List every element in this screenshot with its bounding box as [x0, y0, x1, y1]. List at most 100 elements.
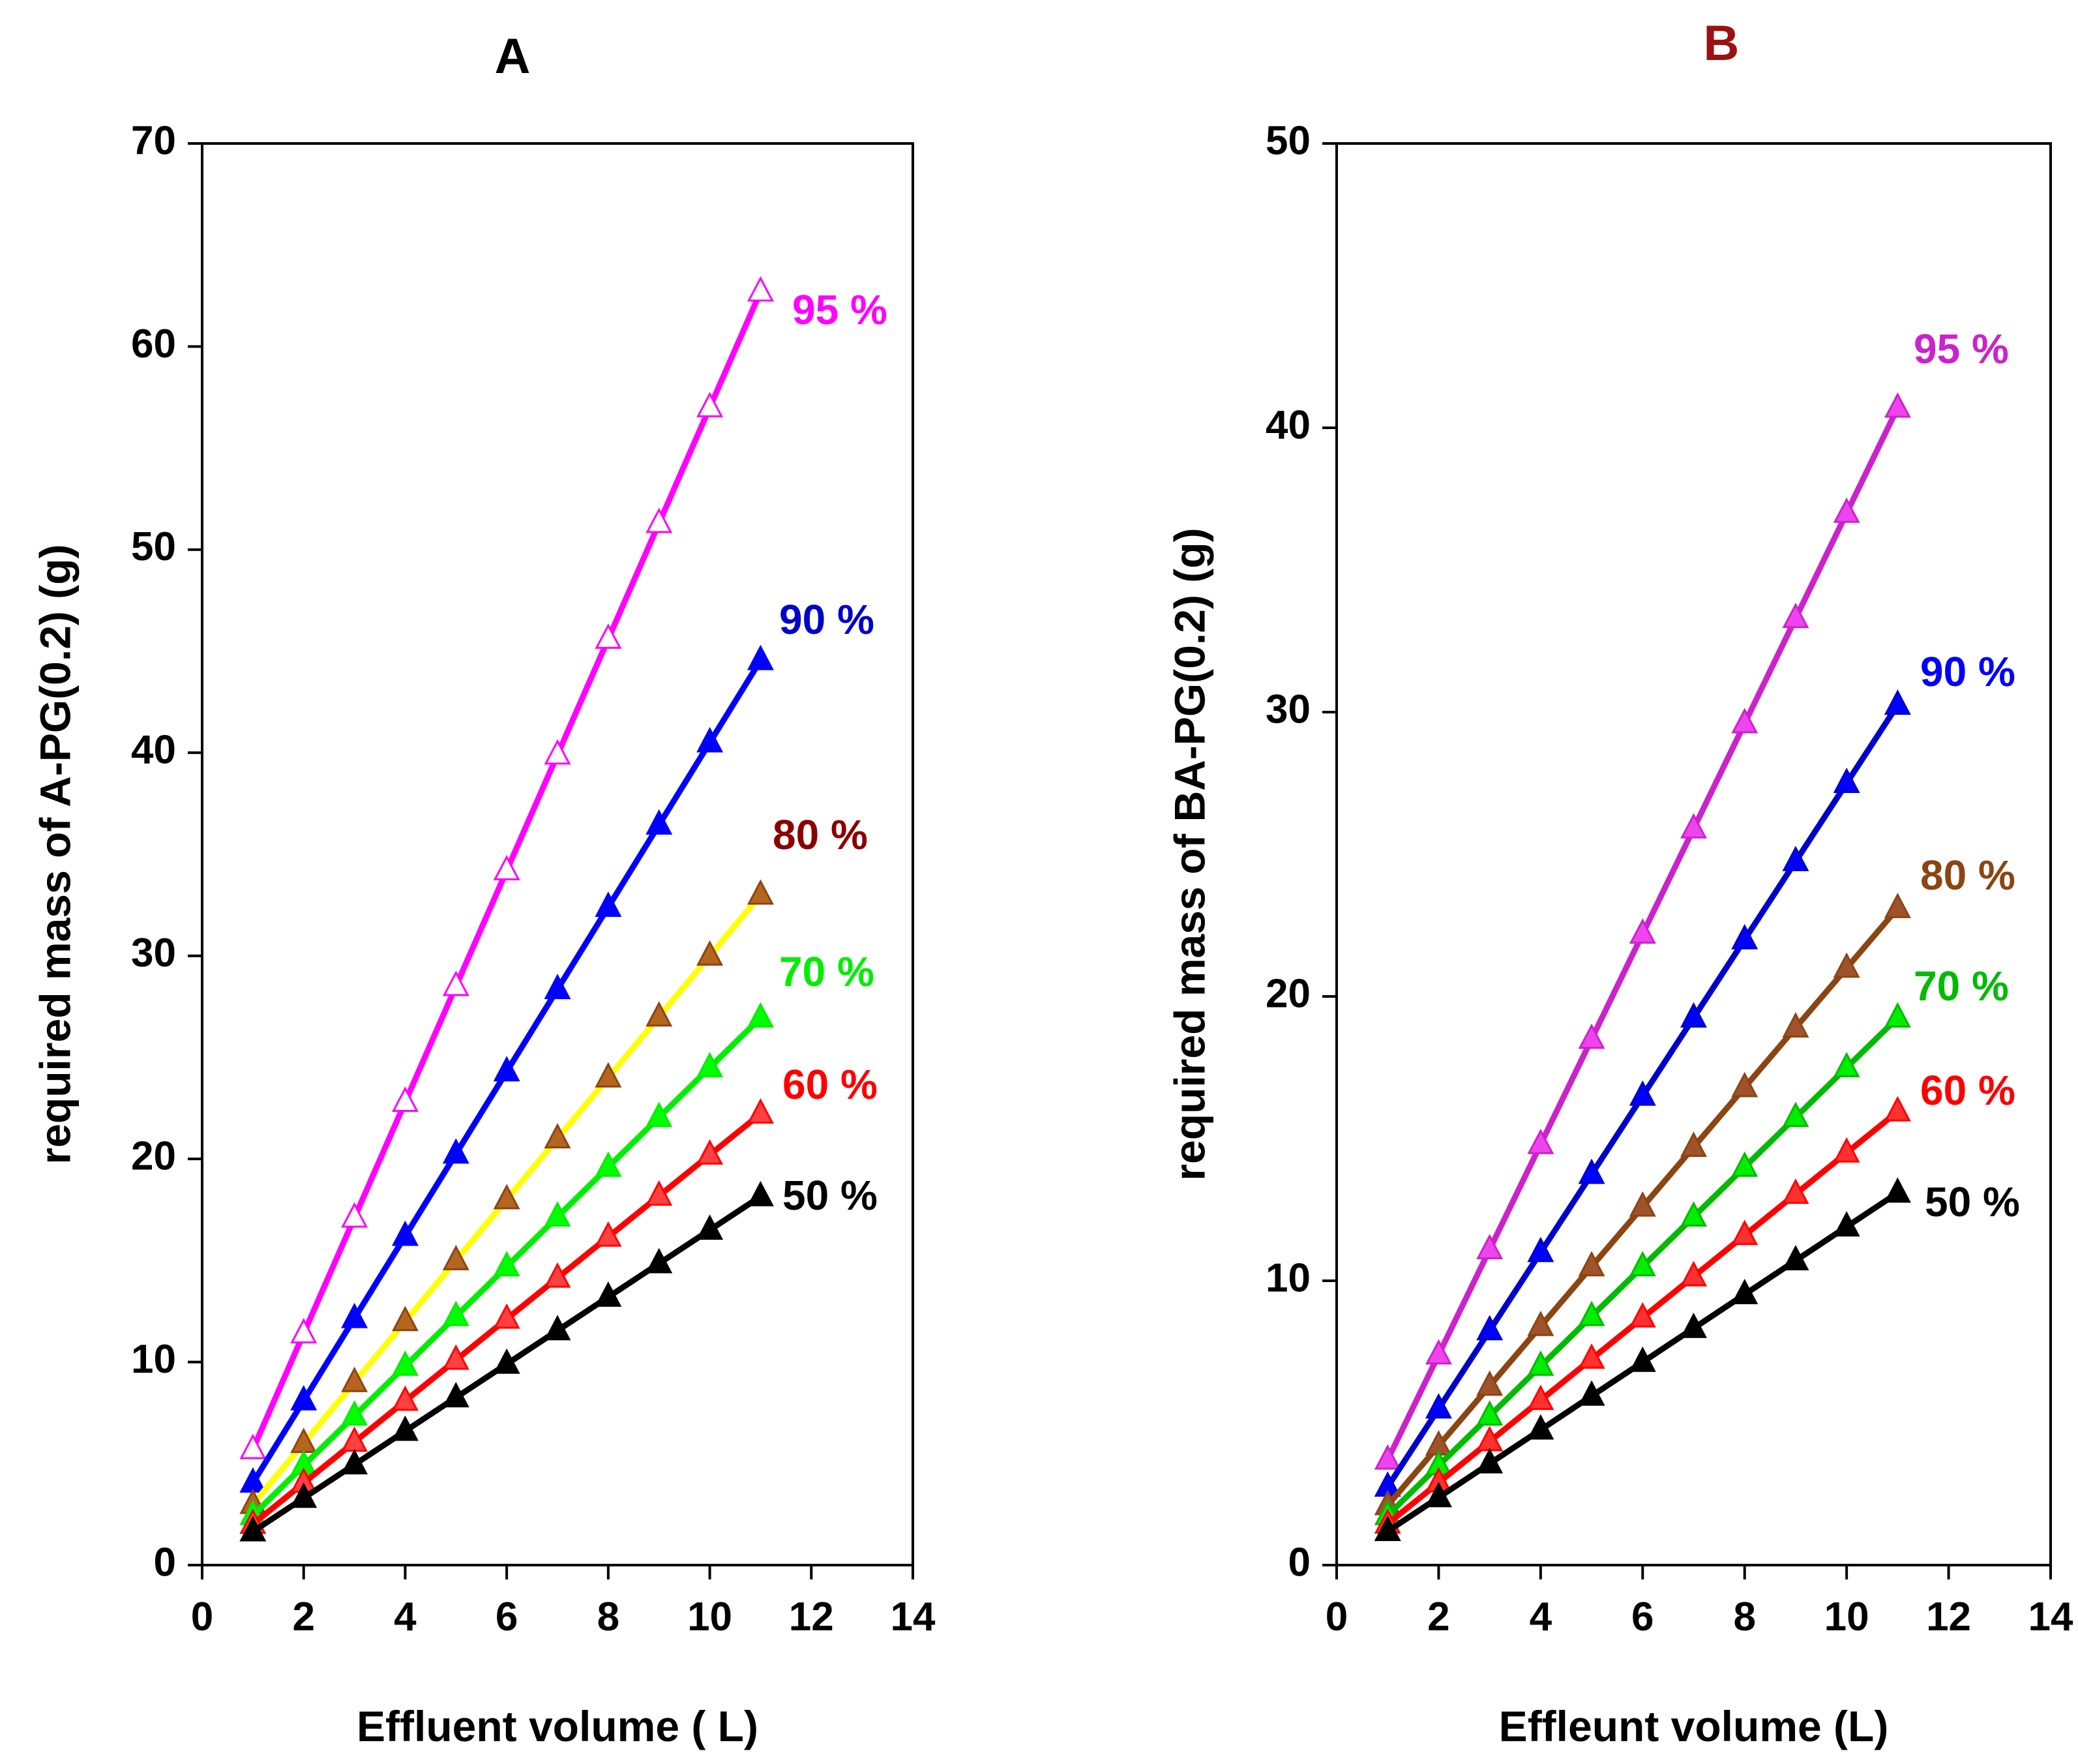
data-point [696, 940, 724, 966]
series-label: 60 % [782, 1061, 878, 1108]
x-tick-label: 4 [394, 1594, 417, 1639]
series-label: 80 % [773, 811, 868, 858]
data-point [1527, 1384, 1554, 1411]
series-3: 80 % [239, 811, 868, 1514]
data-point [1578, 1343, 1605, 1369]
data-point [391, 1415, 419, 1441]
series-5: 60 % [239, 1061, 878, 1534]
x-tick-label: 0 [1326, 1594, 1348, 1639]
data-point [493, 1303, 520, 1329]
data-point [1629, 1302, 1656, 1328]
data-point [696, 726, 724, 753]
y-tick-label: 0 [1288, 1540, 1311, 1585]
data-point [1425, 1339, 1452, 1365]
data-point [1578, 1158, 1605, 1184]
data-point [391, 1306, 419, 1332]
data-point [1578, 1251, 1605, 1277]
data-point [595, 623, 622, 649]
x-tick-label: 0 [191, 1594, 213, 1639]
series-label: 50 % [1925, 1178, 2020, 1225]
data-point [1731, 1071, 1759, 1098]
data-point [696, 1139, 724, 1165]
data-point [595, 1151, 622, 1177]
data-point [391, 1350, 419, 1376]
data-point [1833, 497, 1860, 523]
x-tick-label: 14 [891, 1594, 936, 1639]
data-point [696, 391, 724, 417]
data-point [1884, 1002, 1911, 1028]
y-tick-label: 40 [131, 728, 176, 773]
data-point [747, 879, 774, 905]
y-tick-label: 0 [154, 1540, 176, 1585]
data-point [1680, 1002, 1707, 1028]
x-tick-label: 10 [1824, 1594, 1869, 1639]
data-point [1629, 1191, 1656, 1217]
series-3: 80 % [1374, 852, 2015, 1516]
data-point [544, 1201, 571, 1227]
data-point [1425, 1393, 1452, 1419]
data-point [1782, 1178, 1809, 1204]
series-label: 60 % [1920, 1067, 2015, 1114]
x-tick-label: 6 [1631, 1594, 1654, 1639]
data-point [1884, 1096, 1911, 1122]
series-5: 60 % [1374, 1067, 2015, 1534]
data-point [1833, 1052, 1860, 1077]
data-point [595, 1221, 622, 1247]
data-point [341, 1202, 368, 1228]
data-point [1629, 1080, 1656, 1106]
x-axis-label: Effleunt volume (L) [1499, 1702, 1889, 1750]
data-point [1374, 1516, 1401, 1542]
data-point [1425, 1482, 1452, 1508]
y-tick-label: 40 [1266, 402, 1311, 447]
data-point [1476, 1448, 1504, 1474]
data-point [696, 1214, 724, 1240]
x-tick-label: 2 [292, 1594, 314, 1639]
x-tick-label: 8 [597, 1594, 619, 1639]
data-point [290, 1384, 318, 1411]
data-point [1833, 1211, 1860, 1237]
data-point [1374, 1444, 1401, 1470]
data-point [646, 1001, 673, 1027]
data-point [1476, 1400, 1504, 1426]
data-point [442, 1382, 469, 1408]
data-point [1884, 892, 1911, 918]
chart-title: A [495, 29, 531, 84]
data-point [442, 1244, 469, 1270]
chart-title: B [1704, 16, 1740, 71]
data-point [747, 644, 774, 670]
series-label: 95 % [1914, 325, 2009, 372]
data-point [493, 1251, 520, 1277]
y-tick-label: 60 [131, 321, 176, 366]
data-point [1578, 1300, 1605, 1326]
y-tick-label: 70 [131, 118, 176, 163]
data-point [1629, 1251, 1656, 1277]
x-tick-label: 8 [1733, 1594, 1755, 1639]
plot-frame [1335, 142, 2052, 1566]
data-point [1476, 1315, 1504, 1341]
data-point [1782, 1101, 1809, 1128]
data-point [747, 1098, 774, 1124]
series-6: 50 % [1374, 1177, 2020, 1542]
data-point [544, 974, 571, 1000]
data-point [1731, 1219, 1759, 1246]
data-point [1731, 923, 1759, 949]
y-axis-label: required mass of A-PG(0.2) (g) [31, 544, 79, 1164]
data-point [1782, 603, 1809, 629]
data-point [646, 1180, 673, 1206]
data-point [646, 1248, 673, 1274]
data-point [290, 1318, 318, 1343]
series-label: 70 % [779, 948, 874, 995]
data-point [1527, 1414, 1554, 1440]
data-point [1527, 1310, 1554, 1336]
data-point [1884, 1177, 1911, 1203]
x-tick-label: 12 [1926, 1594, 1971, 1639]
data-point [391, 1220, 419, 1246]
data-point [1782, 1245, 1809, 1271]
data-point [1629, 1346, 1656, 1372]
series-label: 50 % [782, 1172, 878, 1219]
data-point [1833, 768, 1860, 793]
data-point [290, 1482, 318, 1508]
series-2: 90 % [1374, 648, 2015, 1497]
series-label: 95 % [792, 286, 887, 333]
